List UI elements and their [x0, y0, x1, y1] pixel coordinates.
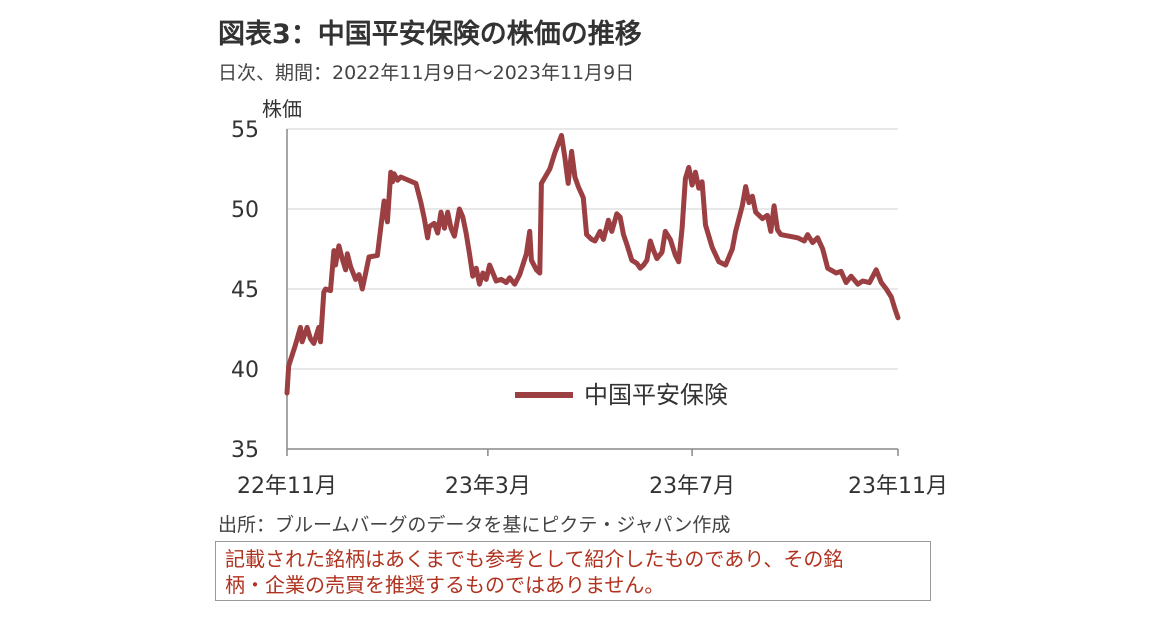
x-tick-label-0: 22年11月 — [237, 474, 337, 499]
disclaimer-box: 記載された銘柄はあくまでも参考として紹介したものであり、その銘 柄・企業の売買を… — [215, 541, 931, 601]
legend: 中国平安保険 — [515, 381, 728, 409]
x-tick-label-1: 23年3月 — [445, 474, 531, 499]
y-tick-labels: 35 40 45 50 55 — [231, 118, 259, 463]
source-note: 出所：ブルームバーグのデータを基にピクテ・ジャパン作成 — [218, 514, 731, 536]
chart-title: 図表3：中国平安保険の株価の推移 — [218, 19, 642, 50]
y-tick-label-45: 45 — [231, 278, 259, 303]
legend-label: 中国平安保険 — [584, 381, 728, 409]
x-tick-label-2: 23年7月 — [649, 474, 735, 499]
x-tick-labels: 22年11月 23年3月 23年7月 23年11月 — [237, 474, 948, 499]
axes — [286, 129, 899, 456]
y-tick-label-55: 55 — [231, 118, 259, 143]
chart-subtitle: 日次、期間：2022年11月9日～2023年11月9日 — [218, 62, 635, 84]
y-axis-label: 株価 — [262, 97, 302, 121]
disclaimer-line-2: 柄・企業の売買を推奨するものではありません。 — [225, 573, 665, 597]
y-tick-label-35: 35 — [231, 438, 259, 463]
y-tick-label-40: 40 — [231, 358, 259, 383]
y-tick-label-50: 50 — [231, 198, 259, 223]
series-line-ping-an — [284, 132, 901, 396]
disclaimer-line-1: 記載された銘柄はあくまでも参考として紹介したものであり、その銘 — [225, 547, 844, 571]
x-tick-label-3: 23年11月 — [848, 474, 948, 499]
